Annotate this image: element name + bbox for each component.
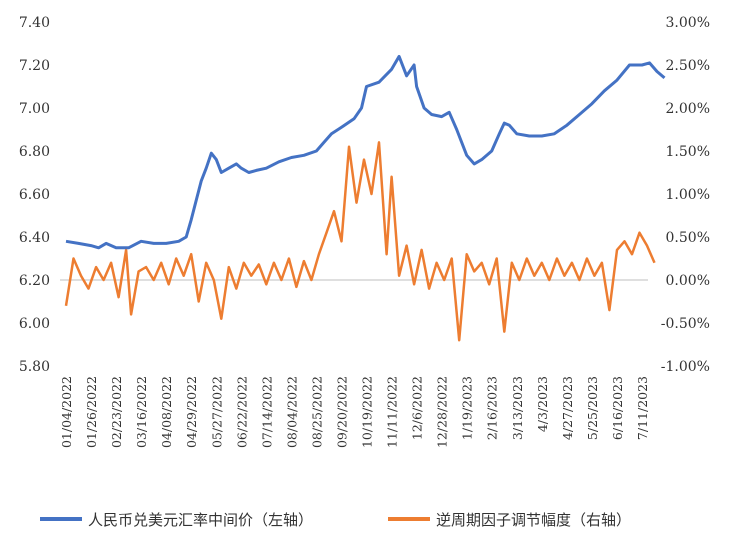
x-tick-label: 4/27/2023 xyxy=(560,376,575,440)
left-tick-label: 6.40 xyxy=(19,230,50,246)
x-tick-label: 4/3/2023 xyxy=(535,376,550,432)
right-axis-ticks: -1.00% -0.50% 0.00% 0.50% 1.00% 1.50% 2.00% 2.5… xyxy=(661,15,710,375)
x-tick-label: 5/25/2023 xyxy=(585,376,600,440)
x-tick-label: 03/16/2022 xyxy=(134,376,149,448)
x-tick-label: 10/19/2022 xyxy=(360,376,375,448)
left-tick-label: 7.40 xyxy=(19,15,50,31)
right-tick-label: -0.50% xyxy=(661,316,710,332)
left-tick-label: 5.80 xyxy=(19,359,50,375)
legend-label-rate: 人民币兑美元汇率中间价（左轴） xyxy=(88,511,313,529)
x-tick-label: 04/29/2022 xyxy=(184,376,199,448)
left-tick-label: 6.20 xyxy=(19,273,50,289)
x-tick-label: 06/22/2022 xyxy=(234,376,249,448)
x-tick-label: 01/26/2022 xyxy=(84,376,99,448)
x-tick-label: 02/23/2022 xyxy=(109,376,124,448)
x-tick-label: 12/28/2022 xyxy=(435,376,450,448)
x-tick-label: 05/27/2022 xyxy=(209,376,224,448)
x-tick-label: 1/19/2023 xyxy=(460,376,475,440)
right-tick-label: 3.00% xyxy=(666,15,710,31)
legend-label-factor: 逆周期因子调节幅度（右轴） xyxy=(436,511,631,529)
x-tick-label: 07/14/2022 xyxy=(259,376,274,448)
left-tick-label: 7.00 xyxy=(19,101,50,117)
right-tick-label: 1.00% xyxy=(666,187,710,203)
x-tick-label: 01/04/2022 xyxy=(59,376,74,448)
series-layer xyxy=(64,54,666,342)
series-line-rate xyxy=(65,54,666,250)
x-tick-label: 11/11/2022 xyxy=(385,376,400,448)
right-tick-label: 2.50% xyxy=(666,58,710,74)
left-tick-label: 7.20 xyxy=(19,58,50,74)
right-tick-label: -1.00% xyxy=(661,359,710,375)
series-line-factor xyxy=(64,141,656,342)
right-tick-label: 1.50% xyxy=(666,144,710,160)
legend: 人民币兑美元汇率中间价（左轴） 逆周期因子调节幅度（右轴） xyxy=(40,511,631,529)
x-tick-label: 7/11/2023 xyxy=(635,376,650,440)
x-tick-label: 04/08/2022 xyxy=(159,376,174,448)
x-axis-ticks: 01/04/2022 01/26/2022 02/23/2022 03/16/2022… xyxy=(59,376,650,448)
x-tick-label: 12/6/2022 xyxy=(410,376,425,440)
left-tick-label: 6.60 xyxy=(19,187,50,203)
x-tick-label: 08/04/2022 xyxy=(284,376,299,448)
left-axis-ticks: 5.80 6.00 6.20 6.40 6.60 6.80 7.00 7.20 7.40 xyxy=(19,15,50,375)
left-tick-label: 6.00 xyxy=(19,316,50,332)
right-tick-label: 2.00% xyxy=(666,101,710,117)
right-tick-label: 0.00% xyxy=(666,273,710,289)
x-tick-label: 3/13/2023 xyxy=(510,376,525,440)
x-tick-label: 09/20/2022 xyxy=(334,376,349,448)
x-tick-label: 2/16/2023 xyxy=(485,376,500,440)
x-tick-label: 6/16/2023 xyxy=(610,376,625,440)
x-tick-label: 08/25/2022 xyxy=(309,376,324,448)
left-tick-label: 6.80 xyxy=(19,144,50,160)
right-tick-label: 0.50% xyxy=(666,230,710,246)
